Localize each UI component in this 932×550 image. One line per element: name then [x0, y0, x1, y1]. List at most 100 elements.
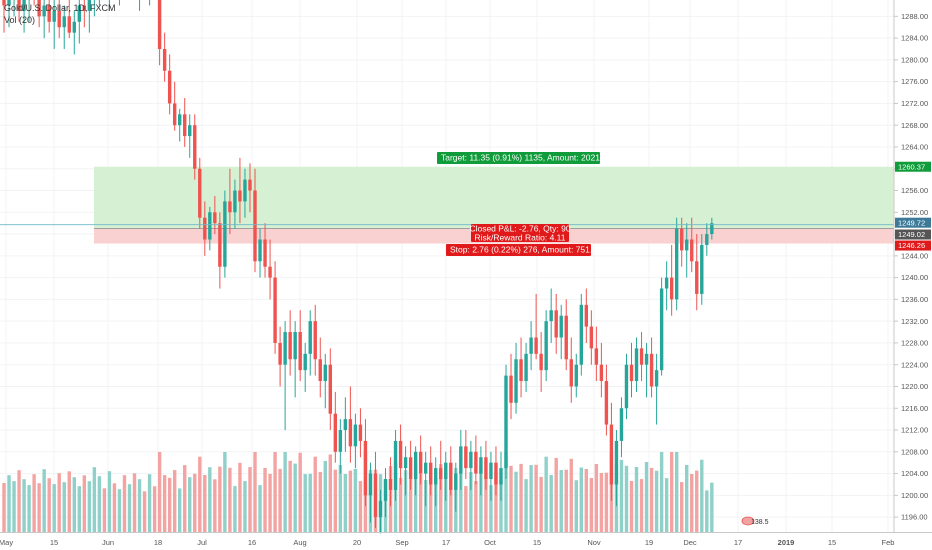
- candle-body: [594, 348, 599, 365]
- volume-bar: [137, 479, 142, 532]
- volume-bar: [57, 473, 61, 532]
- candle-body: [539, 353, 543, 371]
- candle-body: [549, 310, 553, 322]
- closed-label: Closed P&L: -2.76, Qty: 90 Risk/Reward R…: [469, 224, 570, 243]
- candle-body: [203, 217, 207, 240]
- candle-body: [599, 364, 604, 382]
- time-axis[interactable]: May 15 Jun 18 Jul 16 Aug 20 Sep 17 Oct 15 Nov 19 Dec 17…: [0, 538, 894, 547]
- volume-bar: [624, 465, 629, 532]
- symbol-legend[interactable]: Gold/U.S. Dollar, 1D, FXCM: [4, 3, 116, 13]
- x-tick-label: 19: [645, 538, 653, 547]
- y-tick-label: 1244.00: [901, 251, 928, 260]
- candle-body: [494, 462, 498, 485]
- volume-bar: [629, 481, 634, 532]
- volume-bar: [524, 479, 528, 532]
- volume-bar: [193, 473, 197, 532]
- volume-bar: [122, 475, 127, 532]
- volume-bar: [544, 456, 548, 532]
- volume-bar: [499, 480, 503, 532]
- volume-bar: [303, 474, 307, 532]
- stop-label: Stop: 2.76 (0.22%) 276, Amount: 751.6: [446, 244, 597, 256]
- volume-bar: [644, 462, 649, 532]
- candle-body: [328, 364, 332, 414]
- x-tick-label: Jun: [102, 538, 114, 547]
- candle-body: [378, 500, 383, 518]
- volume-bar: [132, 473, 137, 532]
- candle-body: [669, 277, 674, 300]
- candle-body: [564, 315, 568, 360]
- volume-bar: [268, 473, 272, 532]
- x-tick-label: 18: [154, 538, 162, 547]
- candle-body: [614, 440, 619, 485]
- volume-legend[interactable]: Vol (20): [4, 15, 36, 25]
- volume-bar: [574, 480, 578, 532]
- y-tick-label: 1228.00: [901, 339, 928, 348]
- candle-body: [509, 375, 513, 403]
- candle-body: [454, 473, 458, 490]
- price-tag-label: 1260.37: [898, 162, 925, 171]
- candle-body: [484, 457, 488, 480]
- volume-bar: [479, 467, 483, 532]
- candle-body: [534, 337, 538, 354]
- volume-bar: [167, 477, 172, 532]
- volume-bar: [564, 469, 568, 532]
- volume-bar: [198, 456, 202, 532]
- y-tick-label: 1256.00: [901, 186, 928, 195]
- volume-bar: [223, 452, 227, 532]
- volume-bar: [142, 491, 147, 532]
- volume-bar: [233, 486, 237, 532]
- volume-bar: [17, 470, 21, 532]
- candle-body: [388, 479, 393, 490]
- volume-bar: [72, 477, 76, 532]
- volume-bar: [102, 488, 107, 532]
- volume-bar: [67, 471, 71, 532]
- candle-body: [579, 304, 583, 365]
- volume-bar: [353, 469, 358, 532]
- volume-bar: [408, 479, 413, 532]
- candles: [2, 0, 714, 534]
- volume-bar: [308, 473, 312, 532]
- candle-body: [183, 114, 187, 137]
- volume-bar: [243, 481, 247, 532]
- closed-label-box: [471, 224, 569, 242]
- price-tag: [895, 229, 931, 240]
- candle-body: [584, 304, 589, 327]
- target-zone: [94, 166, 894, 229]
- candle-body: [499, 468, 503, 485]
- candle-body: [243, 179, 247, 202]
- candle-body: [308, 321, 312, 354]
- candle-body: [258, 239, 262, 262]
- y-tick-label: 1232.00: [901, 317, 928, 326]
- candle-body: [338, 430, 343, 452]
- volume-bar: [509, 465, 513, 532]
- price-axis[interactable]: 1196.00 1200.00 1204.00 1208.00 1212.00 1216.…: [894, 12, 928, 522]
- volume-bar: [298, 452, 302, 532]
- candle-body: [464, 446, 468, 469]
- candle-body: [439, 468, 443, 480]
- volume-bar: [147, 474, 152, 532]
- candle-body: [644, 353, 649, 365]
- volume-bar: [549, 475, 553, 532]
- candle-body: [293, 332, 297, 360]
- y-tick-label: 1216.00: [901, 404, 928, 413]
- volume-bar: [323, 461, 327, 532]
- candle-body: [2, 0, 6, 6]
- y-tick-label: 1268.00: [901, 121, 928, 130]
- volume-bar: [343, 474, 348, 532]
- candle-body: [363, 440, 368, 496]
- volume-bar: [213, 479, 217, 532]
- volume-bar: [695, 470, 699, 532]
- volume-bar: [514, 471, 518, 532]
- candle-body: [278, 342, 282, 365]
- candle-body: [172, 103, 177, 126]
- y-tick-label: 1204.00: [901, 469, 928, 478]
- candle-body: [218, 223, 222, 267]
- target-label: Target: 11.35 (0.91%) 1135, Amount: 2021…: [437, 152, 607, 164]
- candle-body: [298, 332, 302, 371]
- candle-body: [37, 0, 41, 17]
- candle-body: [157, 0, 162, 49]
- candle-body: [629, 364, 634, 382]
- volume-bar: [685, 465, 689, 532]
- volume-bar: [27, 485, 31, 532]
